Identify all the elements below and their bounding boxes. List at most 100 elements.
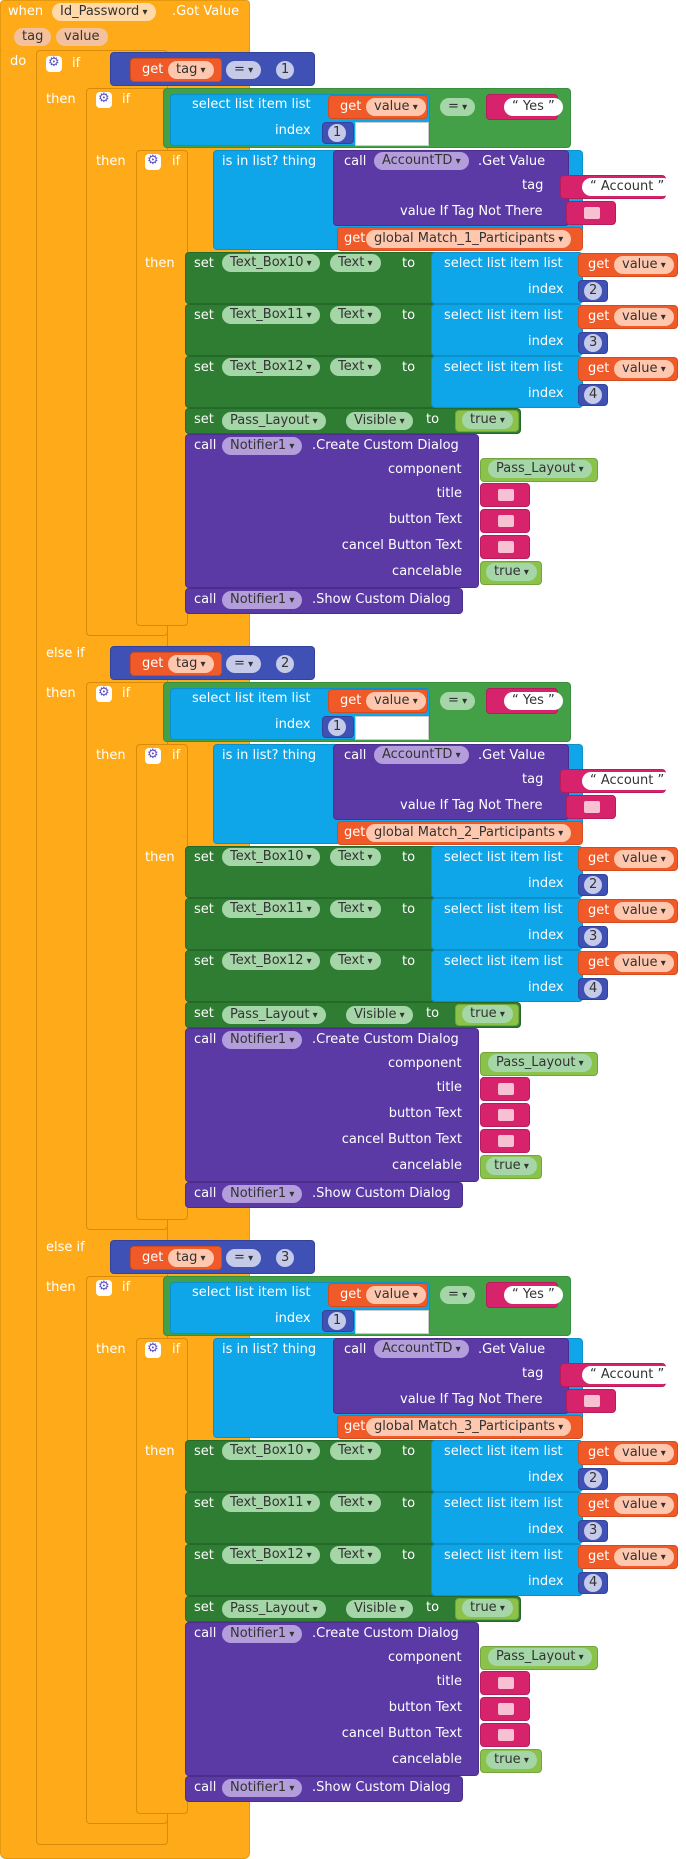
index-number[interactable]: 3	[584, 1522, 603, 1540]
get-value-dropdown[interactable]: value	[614, 902, 674, 920]
layout-dropdown[interactable]: Pass_Layout	[222, 1600, 326, 1618]
layout-dropdown[interactable]: Pass_Layout	[222, 1006, 326, 1024]
layout-dropdown[interactable]: Pass_Layout	[488, 460, 592, 478]
select-list-item-block[interactable]	[431, 1544, 583, 1596]
visible-prop-dropdown[interactable]: Visible	[346, 1600, 413, 1618]
text-account[interactable]: “ Account ”	[582, 772, 673, 790]
index-number[interactable]: 1	[328, 1312, 347, 1330]
index-number[interactable]: 2	[584, 282, 603, 300]
get-value-dropdown[interactable]: value	[614, 360, 674, 378]
notifier-dropdown[interactable]: Notifier1	[222, 591, 303, 609]
mutator-gear-icon[interactable]	[145, 747, 161, 764]
empty-text[interactable]	[498, 1083, 514, 1095]
select-list-item-block[interactable]	[431, 846, 583, 898]
eq-dropdown[interactable]: =	[440, 1286, 476, 1304]
param-value[interactable]: value	[56, 28, 108, 46]
eq-dropdown[interactable]: =	[440, 692, 476, 710]
empty-text[interactable]	[498, 1703, 514, 1715]
empty-text[interactable]	[498, 515, 514, 527]
empty-text[interactable]	[498, 1109, 514, 1121]
create-dialog-block[interactable]	[185, 1028, 479, 1182]
true-dropdown[interactable]: true	[462, 411, 513, 429]
get-value-dropdown[interactable]: value	[614, 1444, 674, 1462]
get-tag-dropdown[interactable]: tag	[168, 61, 214, 79]
notifier-dropdown[interactable]: Notifier1	[222, 1031, 303, 1049]
get-value-dropdown[interactable]: value	[614, 1548, 674, 1566]
true-dropdown[interactable]: true	[462, 1599, 513, 1617]
select-list-item-block[interactable]	[431, 1492, 583, 1544]
visible-prop-dropdown[interactable]: Visible	[346, 412, 413, 430]
get-tag-dropdown[interactable]: tag	[168, 655, 214, 673]
select-list-item-block[interactable]	[431, 898, 583, 950]
get-value-dropdown[interactable]: value	[366, 692, 426, 710]
index-number[interactable]: 3	[584, 928, 603, 946]
textbox-dropdown[interactable]: Text_Box12	[222, 1546, 320, 1564]
textbox-dropdown[interactable]: Text_Box10	[222, 1442, 320, 1460]
empty-text[interactable]	[498, 1729, 514, 1741]
textbox-dropdown[interactable]: Text_Box10	[222, 848, 320, 866]
text-yes[interactable]: “ Yes ”	[504, 98, 563, 116]
tinydb-dropdown[interactable]: AccountTD	[374, 1340, 469, 1358]
text-prop-dropdown[interactable]: Text	[330, 848, 381, 866]
get-value-dropdown[interactable]: value	[366, 98, 426, 116]
param-tag[interactable]: tag	[14, 28, 52, 46]
notifier-dropdown[interactable]: Notifier1	[222, 1185, 303, 1203]
text-prop-dropdown[interactable]: Text	[330, 254, 381, 272]
global-dropdown[interactable]: global Match_3_Participants	[366, 1418, 572, 1436]
mutator-gear-icon[interactable]	[145, 1341, 161, 1358]
text-prop-dropdown[interactable]: Text	[330, 952, 381, 970]
empty-text[interactable]	[584, 801, 600, 813]
textbox-dropdown[interactable]: Text_Box11	[222, 900, 320, 918]
text-prop-dropdown[interactable]: Text	[330, 1494, 381, 1512]
create-dialog-block[interactable]	[185, 434, 479, 588]
get-value-dropdown[interactable]: value	[614, 256, 674, 274]
get-value-dropdown[interactable]: value	[614, 308, 674, 326]
global-dropdown[interactable]: global Match_1_Participants	[366, 230, 572, 248]
visible-prop-dropdown[interactable]: Visible	[346, 1006, 413, 1024]
textbox-dropdown[interactable]: Text_Box11	[222, 306, 320, 324]
text-prop-dropdown[interactable]: Text	[330, 1546, 381, 1564]
eq-dropdown[interactable]: =	[226, 61, 262, 79]
textbox-dropdown[interactable]: Text_Box11	[222, 1494, 320, 1512]
get-value-dropdown[interactable]: value	[366, 1286, 426, 1304]
tag-number[interactable]: 1	[276, 61, 295, 79]
empty-text[interactable]	[498, 541, 514, 553]
text-prop-dropdown[interactable]: Text	[330, 306, 381, 324]
text-account[interactable]: “ Account ”	[582, 1366, 673, 1384]
empty-text[interactable]	[584, 207, 600, 219]
tinydb-dropdown[interactable]: AccountTD	[374, 152, 469, 170]
mutator-gear-icon[interactable]	[96, 1279, 112, 1296]
index-number[interactable]: 4	[584, 1574, 603, 1592]
index-number[interactable]: 4	[584, 386, 603, 404]
layout-dropdown[interactable]: Pass_Layout	[488, 1648, 592, 1666]
mutator-gear-icon[interactable]	[46, 55, 62, 72]
true-dropdown[interactable]: true	[462, 1005, 513, 1023]
true-dropdown[interactable]: true	[486, 563, 537, 581]
true-dropdown[interactable]: true	[486, 1751, 537, 1769]
create-dialog-block[interactable]	[185, 1622, 479, 1776]
text-yes[interactable]: “ Yes ”	[504, 1286, 563, 1304]
get-value-dropdown[interactable]: value	[614, 1496, 674, 1514]
select-list-item-block[interactable]	[431, 356, 583, 408]
index-number[interactable]: 2	[584, 876, 603, 894]
nested-if-block[interactable]	[136, 150, 188, 626]
get-value-dropdown[interactable]: value	[614, 954, 674, 972]
tinydb-dropdown[interactable]: AccountTD	[374, 746, 469, 764]
eq-dropdown[interactable]: =	[440, 98, 476, 116]
textbox-dropdown[interactable]: Text_Box10	[222, 254, 320, 272]
empty-text[interactable]	[584, 1395, 600, 1407]
textbox-dropdown[interactable]: Text_Box12	[222, 952, 320, 970]
select-list-item-block[interactable]	[431, 1440, 583, 1492]
empty-text-block[interactable]	[480, 1129, 530, 1153]
text-prop-dropdown[interactable]: Text	[330, 358, 381, 376]
tag-number[interactable]: 3	[276, 1249, 295, 1267]
mutator-gear-icon[interactable]	[145, 153, 161, 170]
nested-if-block[interactable]	[136, 1338, 188, 1814]
mutator-gear-icon[interactable]	[96, 91, 112, 108]
index-number[interactable]: 1	[328, 124, 347, 142]
mutator-gear-icon[interactable]	[96, 685, 112, 702]
empty-text[interactable]	[498, 1677, 514, 1689]
index-number[interactable]: 4	[584, 980, 603, 998]
true-dropdown[interactable]: true	[486, 1157, 537, 1175]
layout-dropdown[interactable]: Pass_Layout	[488, 1054, 592, 1072]
